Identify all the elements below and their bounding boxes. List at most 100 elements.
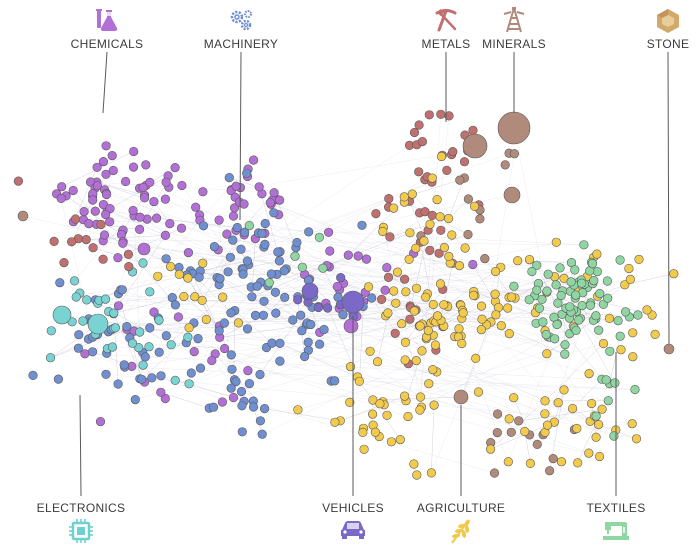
- product-node-chemicals[interactable]: [353, 251, 363, 261]
- product-node-agriculture[interactable]: [542, 420, 553, 430]
- product-node-textiles[interactable]: [538, 317, 548, 327]
- product-node-agriculture[interactable]: [364, 282, 374, 292]
- product-node-textiles[interactable]: [565, 302, 575, 312]
- product-node-metals[interactable]: [425, 245, 435, 255]
- product-node-machinery[interactable]: [119, 360, 129, 370]
- product-node-electronics[interactable]: [100, 294, 111, 304]
- product-node-agriculture[interactable]: [592, 249, 602, 259]
- product-node-machinery[interactable]: [304, 227, 314, 237]
- product-node-agriculture[interactable]: [405, 228, 415, 238]
- product-node-minerals[interactable]: [503, 186, 521, 204]
- product-node-agriculture[interactable]: [419, 236, 429, 246]
- product-node-vehicles[interactable]: [313, 302, 324, 313]
- product-node-agriculture[interactable]: [389, 286, 399, 296]
- product-node-machinery[interactable]: [297, 326, 307, 336]
- product-node-machinery[interactable]: [303, 337, 313, 347]
- product-node-chemicals[interactable]: [177, 180, 187, 191]
- product-node-agriculture[interactable]: [584, 448, 594, 458]
- product-node-agriculture[interactable]: [411, 243, 421, 253]
- product-node-machinery[interactable]: [154, 347, 164, 357]
- product-node-machinery[interactable]: [274, 256, 285, 266]
- product-node-chemicals[interactable]: [170, 163, 180, 173]
- product-node-chemicals[interactable]: [228, 392, 239, 403]
- product-node-textiles[interactable]: [571, 290, 581, 300]
- product-node-agriculture[interactable]: [417, 346, 427, 356]
- product-node-chemicals[interactable]: [129, 146, 139, 157]
- product-node-machinery[interactable]: [306, 319, 316, 330]
- product-node-metals[interactable]: [436, 225, 446, 235]
- product-node-agriculture[interactable]: [201, 314, 211, 325]
- product-node-agriculture[interactable]: [620, 280, 630, 290]
- product-node-chemicals[interactable]: [98, 157, 108, 167]
- product-node-metals[interactable]: [405, 314, 415, 324]
- product-node-agriculture[interactable]: [477, 314, 487, 324]
- product-node-agriculture[interactable]: [504, 329, 514, 339]
- product-node-electronics[interactable]: [145, 287, 155, 297]
- product-node-chemicals[interactable]: [90, 206, 100, 216]
- product-node-agriculture[interactable]: [591, 432, 601, 442]
- product-node-machinery[interactable]: [238, 269, 248, 279]
- product-node-chemicals[interactable]: [222, 229, 232, 239]
- product-node-chemicals[interactable]: [183, 248, 193, 258]
- product-node-agriculture[interactable]: [542, 349, 552, 359]
- product-node-chemicals[interactable]: [380, 285, 390, 295]
- product-node-textiles[interactable]: [615, 255, 625, 265]
- product-node-chemicals[interactable]: [113, 253, 123, 263]
- product-node-electronics[interactable]: [170, 375, 180, 386]
- product-node-textiles[interactable]: [543, 269, 553, 279]
- product-node-minerals[interactable]: [492, 428, 502, 438]
- product-node-metals[interactable]: [417, 137, 428, 147]
- product-node-machinery[interactable]: [226, 308, 236, 318]
- product-node-electronics[interactable]: [183, 332, 193, 342]
- product-node-textiles[interactable]: [550, 334, 560, 344]
- product-node-chemicals[interactable]: [228, 211, 239, 221]
- product-node-minerals[interactable]: [462, 133, 488, 159]
- product-node-machinery[interactable]: [257, 429, 267, 439]
- product-node-agriculture[interactable]: [365, 346, 375, 356]
- product-node-machinery[interactable]: [244, 379, 254, 389]
- product-node-agriculture[interactable]: [197, 295, 207, 306]
- product-node-agriculture[interactable]: [198, 258, 208, 268]
- product-node-agriculture[interactable]: [573, 458, 583, 468]
- product-node-agriculture[interactable]: [586, 398, 597, 409]
- product-node-chemicals[interactable]: [161, 177, 171, 187]
- product-node-machinery[interactable]: [208, 402, 219, 412]
- product-node-machinery[interactable]: [73, 343, 83, 353]
- product-node-chemicals[interactable]: [468, 259, 478, 270]
- product-node-chemicals[interactable]: [120, 176, 131, 187]
- product-node-agriculture[interactable]: [559, 385, 569, 395]
- product-node-machinery[interactable]: [228, 235, 238, 245]
- product-node-agriculture[interactable]: [471, 353, 481, 364]
- product-node-agriculture[interactable]: [593, 420, 604, 430]
- product-node-machinery[interactable]: [288, 315, 298, 325]
- product-node-agriculture[interactable]: [457, 338, 467, 349]
- product-node-machinery[interactable]: [198, 221, 209, 231]
- product-node-machinery[interactable]: [237, 401, 247, 411]
- product-node-metals[interactable]: [442, 165, 452, 175]
- product-node-agriculture[interactable]: [432, 311, 443, 321]
- product-node-chemicals[interactable]: [214, 215, 224, 225]
- product-node-electronics[interactable]: [45, 353, 56, 363]
- product-node-agriculture[interactable]: [370, 427, 381, 437]
- product-node-machinery[interactable]: [145, 323, 155, 333]
- product-node-agriculture[interactable]: [598, 338, 609, 349]
- product-node-agriculture[interactable]: [174, 269, 184, 280]
- product-node-machinery[interactable]: [224, 173, 234, 183]
- product-node-chemicals[interactable]: [243, 366, 253, 376]
- product-node-textiles[interactable]: [534, 303, 545, 313]
- product-node-agriculture[interactable]: [572, 423, 582, 434]
- product-node-textiles[interactable]: [592, 267, 602, 277]
- product-node-minerals[interactable]: [497, 111, 531, 145]
- product-node-textiles[interactable]: [537, 294, 547, 305]
- product-node-chemicals[interactable]: [113, 301, 124, 311]
- product-node-chemicals[interactable]: [160, 230, 170, 240]
- product-node-agriculture[interactable]: [397, 319, 407, 329]
- product-node-agriculture[interactable]: [435, 279, 446, 289]
- product-node-chemicals[interactable]: [198, 187, 208, 197]
- product-node-agriculture[interactable]: [524, 255, 535, 265]
- product-node-agriculture[interactable]: [400, 337, 411, 348]
- product-node-electronics[interactable]: [69, 276, 80, 286]
- product-node-machinery[interactable]: [255, 369, 265, 380]
- product-node-vehicles[interactable]: [323, 303, 333, 313]
- product-node-agriculture[interactable]: [503, 457, 513, 467]
